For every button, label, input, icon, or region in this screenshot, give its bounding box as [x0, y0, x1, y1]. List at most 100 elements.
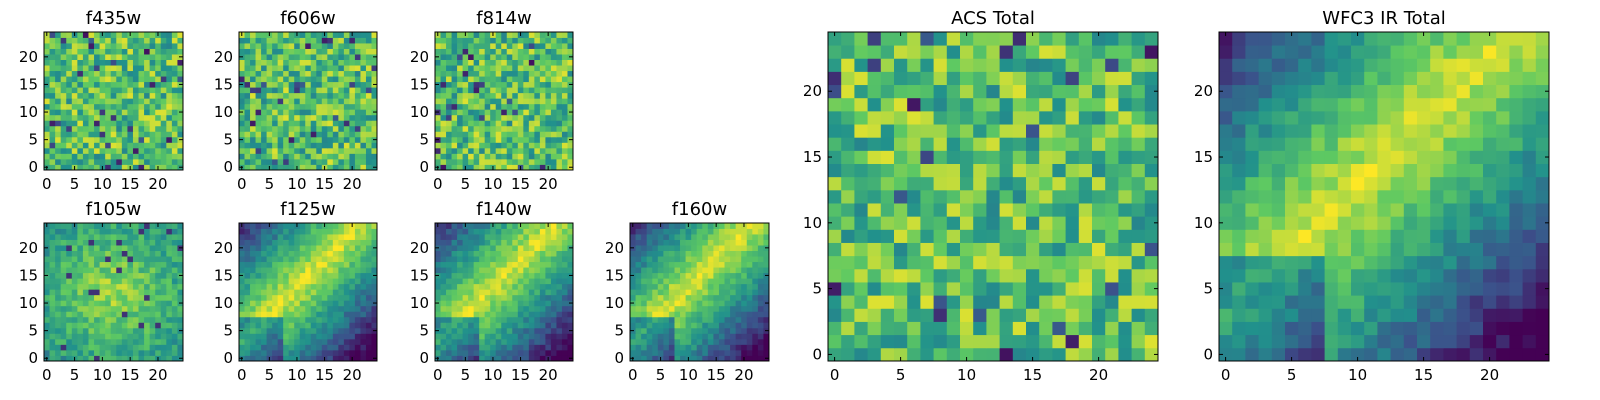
heatmap-cell — [1131, 321, 1146, 336]
heatmap-cell — [121, 103, 128, 110]
heatmap-cell — [435, 316, 441, 323]
heatmap-cell — [121, 65, 128, 72]
heatmap-cell — [272, 223, 279, 229]
heatmap-cell — [528, 142, 535, 149]
heatmap-cell — [1052, 216, 1066, 230]
heatmap-cell — [506, 338, 513, 345]
heatmap-cell — [365, 316, 372, 323]
heatmap-cell — [523, 131, 530, 138]
heatmap-cell — [468, 87, 475, 94]
heatmap-cell — [110, 228, 117, 235]
heatmap-cell — [484, 333, 491, 340]
heatmap-cell — [680, 305, 686, 312]
heatmap-cell — [713, 289, 720, 296]
heatmap-cell — [239, 283, 245, 290]
heatmap-cell — [691, 338, 698, 345]
heatmap-cell — [77, 250, 84, 257]
heatmap-cell — [365, 289, 372, 296]
heatmap-cell — [741, 349, 748, 356]
heatmap-cell — [696, 245, 703, 251]
heatmap-cell — [440, 65, 447, 72]
heatmap-cell — [490, 261, 497, 268]
heatmap-cell — [556, 92, 563, 99]
heatmap-cell — [630, 294, 636, 301]
heatmap-cell — [365, 305, 372, 312]
heatmap-cell — [854, 295, 868, 309]
heatmap-cell — [468, 158, 475, 165]
heatmap-cell — [60, 136, 67, 143]
heatmap-cell — [1105, 282, 1119, 296]
heatmap-cell — [310, 142, 317, 149]
heatmap-cell — [718, 245, 725, 251]
heatmap-cell — [1105, 347, 1119, 362]
heatmap-cell — [144, 48, 151, 55]
heatmap-cell — [88, 142, 95, 149]
heatmap-cell — [349, 120, 356, 127]
heatmap-cell — [177, 153, 184, 160]
heatmap-cell — [473, 250, 480, 257]
heatmap-cell — [127, 250, 134, 257]
heatmap-cell — [244, 239, 251, 246]
heatmap-cell — [490, 267, 497, 274]
heatmap-cell — [327, 76, 334, 83]
heatmap-cell — [354, 147, 361, 154]
heatmap-cell — [468, 131, 475, 138]
heatmap-cell — [691, 316, 698, 323]
heatmap-cell — [506, 70, 513, 77]
heatmap-cell — [986, 150, 1000, 164]
heatmap-cell — [365, 223, 372, 229]
heatmap-cell — [440, 261, 447, 268]
heatmap-cell — [94, 70, 100, 77]
panel-title: f140w — [476, 199, 531, 220]
heatmap-cell — [484, 239, 491, 246]
heatmap-cell — [539, 355, 546, 362]
heatmap-cell — [49, 125, 56, 132]
heatmap-cell — [305, 70, 312, 77]
heatmap-cell — [266, 250, 273, 257]
heatmap-cell — [854, 150, 868, 164]
heatmap-cell — [127, 256, 134, 263]
heatmap-cell — [321, 87, 328, 94]
heatmap-cell — [365, 59, 372, 66]
heatmap-cell — [534, 239, 541, 246]
heatmap-cell — [138, 316, 145, 323]
x-tick-label: 20 — [539, 366, 558, 384]
heatmap-cell — [528, 37, 535, 44]
heatmap-cell — [495, 54, 502, 60]
heatmap-cell — [332, 48, 339, 55]
heatmap-cell — [310, 283, 317, 290]
heatmap-cell — [657, 289, 664, 296]
heatmap-cell — [741, 333, 748, 340]
heatmap-cell — [177, 48, 184, 55]
heatmap-cell — [757, 316, 764, 323]
heatmap-cell — [316, 81, 323, 88]
heatmap-cell — [239, 153, 245, 160]
heatmap-cell — [451, 261, 458, 268]
axes-frame — [434, 31, 574, 171]
heatmap-cell — [534, 349, 541, 356]
heatmap-cell — [343, 70, 350, 77]
heatmap-cell — [517, 311, 524, 318]
heatmap-cell — [446, 70, 452, 77]
heatmap-cell — [528, 103, 535, 110]
heatmap-cell — [451, 311, 458, 318]
heatmap-cell — [1026, 295, 1040, 309]
heatmap-cell — [696, 355, 703, 362]
heatmap-cell — [867, 347, 882, 362]
heatmap-cell — [440, 355, 447, 362]
heatmap-cell — [506, 228, 513, 235]
heatmap-cell — [894, 295, 908, 309]
heatmap-cell — [338, 98, 345, 105]
heatmap-cell — [556, 59, 563, 66]
heatmap-cell — [702, 239, 709, 246]
heatmap-cell — [451, 333, 458, 340]
heatmap-cell — [451, 48, 458, 55]
heatmap-cell — [567, 305, 574, 312]
heatmap-cell — [1118, 295, 1132, 309]
heatmap-cell — [349, 76, 356, 83]
heatmap-cell — [685, 333, 692, 340]
heatmap-cell — [343, 223, 350, 229]
heatmap-cell — [528, 153, 535, 160]
heatmap-cell — [160, 338, 167, 345]
heatmap-cell — [365, 272, 372, 279]
